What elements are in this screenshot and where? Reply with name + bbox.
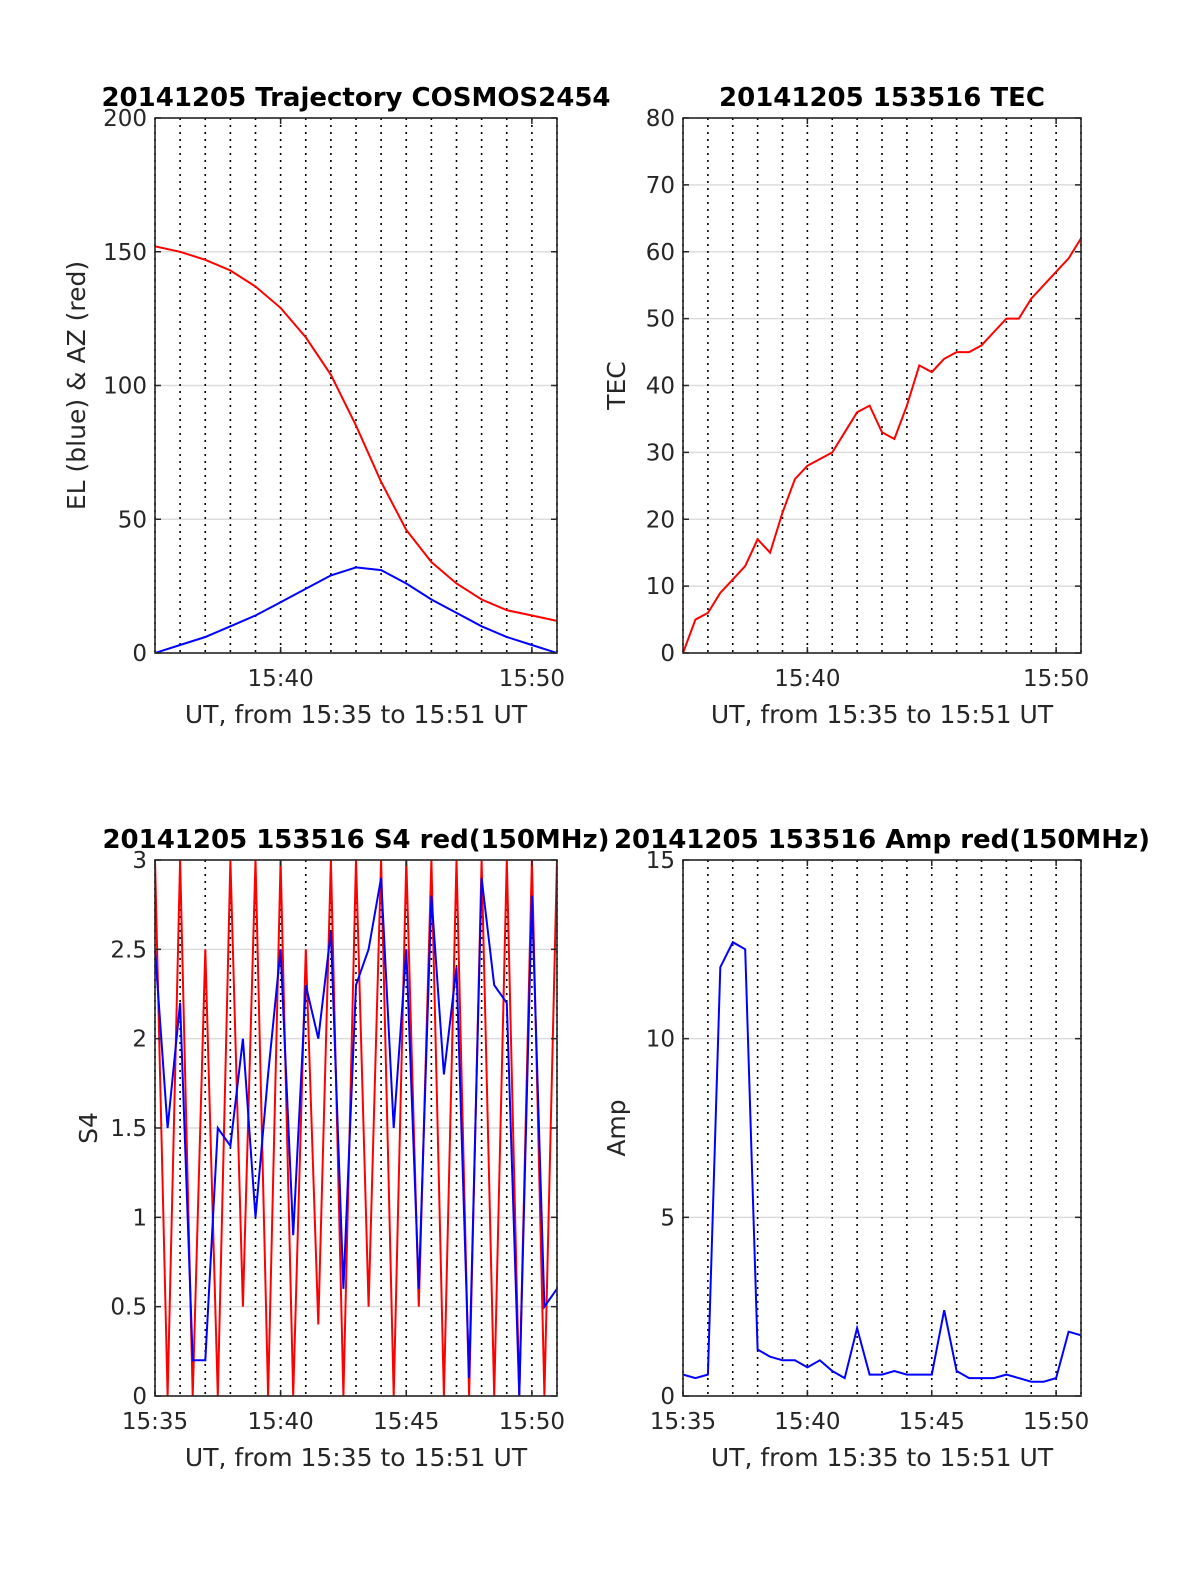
y-tick-label: 0 [132, 641, 147, 667]
x-axis-label: UT, from 15:35 to 15:51 UT [711, 700, 1054, 729]
y-tick-label: 15 [646, 848, 675, 874]
axes-box [682, 859, 1082, 1397]
chart-title: 20141205 153516 Amp red(150MHz) [614, 825, 1150, 855]
x-tick-label: 15:45 [373, 1409, 439, 1435]
x-tick-label: 15:50 [499, 666, 565, 692]
y-tick-label: 2.5 [110, 937, 147, 963]
y-tick-label: 3 [132, 848, 147, 874]
y-tick-label: 100 [103, 374, 147, 400]
chart-s4: 0 0.5 1 1.5 2 2.5 3 15:35 15:40 15:45 15:50 2014120… [74, 825, 610, 1472]
chart-trajectory: 0 50 100 150 200 15:40 15:50 20141205 Trajector… [62, 83, 611, 729]
y-tick-label: 30 [646, 440, 675, 466]
y-tick-label: 10 [646, 1027, 675, 1053]
x-tick-label: 15:40 [774, 1409, 840, 1435]
y-axis-label: TEC [602, 361, 631, 411]
chart-amp: 0 5 10 15 15:35 15:40 15:45 15:50 20141205 15351… [602, 825, 1150, 1472]
y-tick-label: 0 [660, 1384, 675, 1410]
x-tick-label: 15:35 [650, 1409, 716, 1435]
x-tick-label: 15:45 [899, 1409, 965, 1435]
chart-title: 20141205 153516 TEC [719, 83, 1045, 113]
y-tick-label: 40 [646, 374, 675, 400]
x-axis-label: UT, from 15:35 to 15:51 UT [185, 1443, 528, 1472]
x-tick-label: 15:35 [122, 1409, 188, 1435]
y-tick-label: 150 [103, 240, 147, 266]
series-line-2 [155, 877, 557, 1396]
y-tick-label: 5 [660, 1205, 675, 1231]
chart-title: 20141205 153516 S4 red(150MHz) [102, 825, 609, 855]
y-tick-label: 80 [646, 106, 675, 132]
series-line-1 [683, 237, 1081, 653]
y-tick-label: 20 [646, 507, 675, 533]
chart-tec: 0 10 20 30 40 50 60 70 80 15:40 15:50 20141205 1535… [602, 83, 1089, 729]
y-axis-label: S4 [74, 1112, 103, 1144]
y-tick-label: 10 [646, 574, 675, 600]
y-axis-label: Amp [602, 1099, 631, 1156]
series-line-1 [155, 245, 557, 622]
x-tick-label: 15:40 [247, 1409, 313, 1435]
chart-title: 20141205 Trajectory COSMOS2454 [101, 83, 610, 113]
y-tick-label: 1 [132, 1205, 147, 1231]
y-tick-label: 0.5 [110, 1295, 147, 1321]
series-line-1 [155, 860, 557, 1396]
y-tick-label: 70 [646, 173, 675, 199]
x-axis-label: UT, from 15:35 to 15:51 UT [185, 700, 528, 729]
x-axis-label: UT, from 15:35 to 15:51 UT [711, 1443, 1054, 1472]
x-tick-label: 15:50 [499, 1409, 565, 1435]
y-tick-label: 0 [660, 641, 675, 667]
x-tick-label: 15:40 [247, 666, 313, 692]
y-tick-label: 50 [118, 507, 147, 533]
y-axis-label: EL (blue) & AZ (red) [62, 261, 91, 510]
series-line-1 [683, 940, 1081, 1383]
series-line-2 [155, 566, 557, 653]
y-tick-label: 2 [132, 1027, 147, 1053]
y-tick-label: 0 [132, 1384, 147, 1410]
y-tick-label: 60 [646, 240, 675, 266]
y-tick-label: 200 [103, 106, 147, 132]
x-tick-label: 15:50 [1023, 666, 1089, 692]
y-tick-label: 1.5 [110, 1116, 147, 1142]
x-tick-label: 15:40 [774, 666, 840, 692]
x-tick-label: 15:50 [1023, 1409, 1089, 1435]
y-tick-label: 50 [646, 307, 675, 333]
